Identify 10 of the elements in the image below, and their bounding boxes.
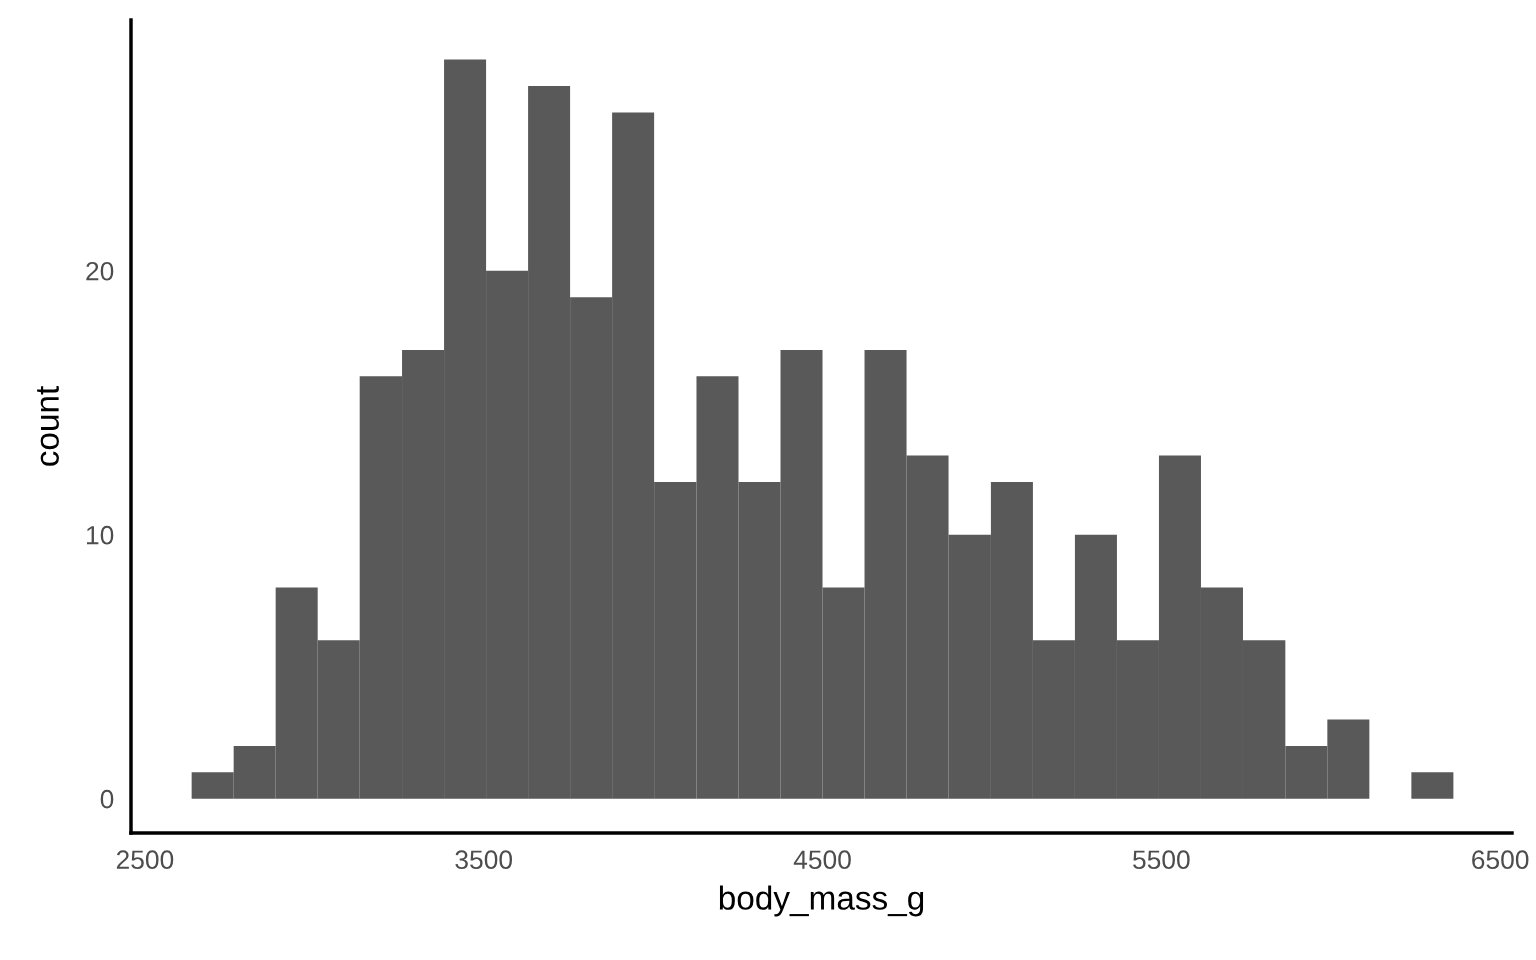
x-axis-title: body_mass_g <box>719 885 924 917</box>
x-tick-label: 2500 <box>116 850 174 870</box>
y-tick-label: 10 <box>87 525 114 545</box>
x-tick-label: 5500 <box>1133 850 1190 870</box>
x-tick-label: 3500 <box>455 850 513 870</box>
y-tick-label: 20 <box>86 261 114 281</box>
y-axis-title: count <box>37 385 59 466</box>
y-tick-label: 0 <box>100 789 114 809</box>
x-tick-label: 6500 <box>1472 850 1529 870</box>
x-tick-label: 4500 <box>793 850 851 870</box>
